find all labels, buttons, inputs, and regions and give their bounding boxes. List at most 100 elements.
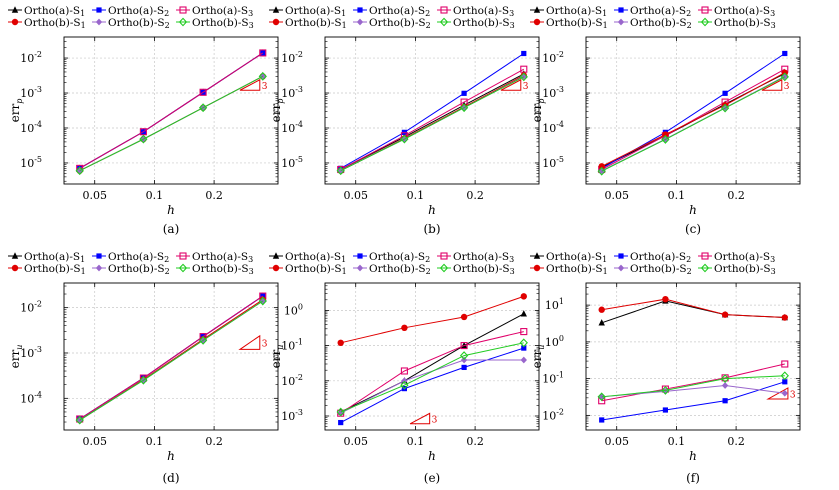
data-point-s5-p0 bbox=[336, 166, 345, 176]
series-line-0 bbox=[601, 300, 785, 324]
legend-label: Ortho(b)-S2 bbox=[369, 17, 431, 30]
panel-caption: (f) bbox=[686, 471, 700, 485]
legend-label: Ortho(a)-S1 bbox=[24, 251, 85, 264]
slope-triangle bbox=[409, 412, 431, 425]
y-axis-sub: p bbox=[537, 99, 546, 104]
y-tick-label: 10-2 bbox=[542, 50, 564, 65]
legend-item: Ortho(b)-S1 bbox=[269, 263, 347, 276]
series-line-1 bbox=[340, 347, 524, 424]
data-point-s5-p1 bbox=[400, 380, 409, 390]
legend-item: Ortho(a)-S3 bbox=[437, 251, 514, 264]
data-point-s1-p1 bbox=[662, 407, 669, 413]
y-tick-label: 100 bbox=[284, 302, 303, 317]
y-tick-exponent: -4 bbox=[556, 120, 564, 129]
series-line-2 bbox=[79, 295, 264, 420]
panel-b: Ortho(a)-S1 Ortho(a)-S2 Ortho(a)-S3Ortho(b… bbox=[269, 5, 540, 236]
data-point-s5-p3 bbox=[258, 296, 267, 306]
data-point-s3-p0 bbox=[337, 339, 344, 347]
data-point-s3-p1 bbox=[401, 324, 408, 332]
data-point-s0-plegend bbox=[272, 252, 280, 259]
series-line-3 bbox=[79, 299, 264, 421]
legend-sub: 3 bbox=[509, 9, 514, 18]
series-line-2 bbox=[340, 331, 524, 414]
slope-label: 3 bbox=[432, 416, 438, 426]
series-line-5 bbox=[79, 75, 264, 172]
legend-item: Ortho(b)-S1 bbox=[530, 17, 608, 30]
series-group bbox=[336, 293, 528, 426]
legend-label: Ortho(a)-S2 bbox=[630, 5, 691, 18]
data-point-s5-p2 bbox=[720, 103, 730, 113]
panel-f: Ortho(a)-S1 Ortho(a)-S2 Ortho(a)-S3Ortho(b… bbox=[530, 251, 801, 485]
data-point-s3-plegend bbox=[272, 18, 280, 26]
legend-item: Ortho(b)-S1 bbox=[530, 263, 608, 276]
series-group bbox=[597, 295, 789, 423]
y-tick-label: 10-2 bbox=[281, 50, 303, 65]
legend-label: Ortho(a)-S3 bbox=[714, 5, 775, 18]
data-point-s5-plegend bbox=[178, 17, 188, 27]
data-point-s1-plegend bbox=[357, 7, 363, 13]
x-tick-label: 0.2 bbox=[466, 189, 484, 202]
data-point-s5-plegend bbox=[700, 263, 710, 273]
legend-item: Ortho(b)-S1 bbox=[8, 263, 86, 276]
legend-label: Ortho(a)-S2 bbox=[630, 251, 691, 264]
series-line-5 bbox=[340, 342, 524, 413]
data-point-s5-p1 bbox=[139, 134, 148, 144]
legend-label: Ortho(b)-S1 bbox=[285, 17, 347, 30]
series-line-1 bbox=[79, 52, 264, 169]
legend-sub: 3 bbox=[248, 9, 253, 18]
legend-sub: 1 bbox=[81, 21, 86, 30]
data-point-s3-plegend bbox=[11, 18, 19, 26]
data-point-s3-plegend bbox=[533, 264, 541, 272]
legend-label: Ortho(a)-S1 bbox=[24, 5, 85, 18]
x-tick-label: 0.05 bbox=[343, 189, 368, 202]
y-tick-exponent: -3 bbox=[556, 85, 564, 94]
x-tick-label: 0.1 bbox=[668, 435, 686, 448]
legend-sub: 2 bbox=[687, 267, 692, 276]
legend-sub: 1 bbox=[341, 255, 346, 264]
x-tick-label: 0.2 bbox=[466, 435, 484, 448]
data-point-s1-p2 bbox=[461, 364, 467, 371]
x-tick-label: 0.1 bbox=[407, 435, 425, 448]
legend-label: Ortho(b)-S1 bbox=[24, 263, 86, 276]
data-point-s1-p3 bbox=[782, 50, 788, 57]
y-tick-exponent: -2 bbox=[34, 300, 42, 309]
series-line-1 bbox=[601, 53, 786, 169]
y-tick-label: 10-2 bbox=[542, 407, 564, 422]
legend-item: Ortho(b)-S2 bbox=[614, 263, 692, 276]
y-tick-label: 10-3 bbox=[281, 85, 303, 100]
legend-label: Ortho(b)-S1 bbox=[24, 17, 86, 30]
data-point-s1-plegend bbox=[357, 253, 363, 259]
legend-item: Ortho(b)-S2 bbox=[92, 17, 170, 30]
y-tick-label: 100 bbox=[545, 334, 564, 349]
data-point-s2-plegend bbox=[701, 252, 709, 260]
y-axis-label: erru bbox=[530, 345, 546, 369]
data-point-s3-p1 bbox=[662, 131, 669, 138]
data-point-s4-plegend bbox=[356, 18, 364, 26]
x-tick-label: 0.1 bbox=[668, 189, 686, 202]
legend-item: Ortho(b)-S3 bbox=[698, 17, 776, 30]
legend-item: Ortho(a)-S3 bbox=[176, 5, 253, 18]
x-axis-label: h bbox=[428, 203, 436, 217]
series-line-3 bbox=[340, 74, 525, 172]
data-point-s2-p2 bbox=[460, 342, 468, 350]
legend-label: Ortho(a)-S3 bbox=[453, 251, 514, 264]
y-axis-label: errp bbox=[8, 99, 24, 123]
y-tick-label: 10-5 bbox=[542, 155, 564, 170]
grid bbox=[64, 283, 278, 430]
legend-item: Ortho(a)-S1 bbox=[530, 5, 607, 18]
legend-item: Ortho(a)-S1 bbox=[8, 251, 85, 264]
data-point-s0-plegend bbox=[533, 252, 541, 259]
data-point-s3-p0 bbox=[598, 163, 605, 170]
data-point-s5-p3 bbox=[519, 338, 528, 348]
plot-frame bbox=[585, 36, 801, 185]
slope-label: 3 bbox=[523, 82, 529, 92]
panel-c: Ortho(a)-S1 Ortho(a)-S2 Ortho(a)-S3Ortho(b… bbox=[530, 5, 801, 236]
y-axis-label: errp bbox=[269, 99, 285, 123]
data-point-s3-p2 bbox=[460, 313, 468, 321]
legend-label: Ortho(a)-S3 bbox=[714, 251, 775, 264]
x-tick-label: 0.1 bbox=[146, 189, 164, 202]
data-point-s2-plegend bbox=[440, 6, 448, 14]
y-tick-exponent: 1 bbox=[559, 297, 564, 306]
data-point-s5-plegend bbox=[439, 17, 449, 27]
